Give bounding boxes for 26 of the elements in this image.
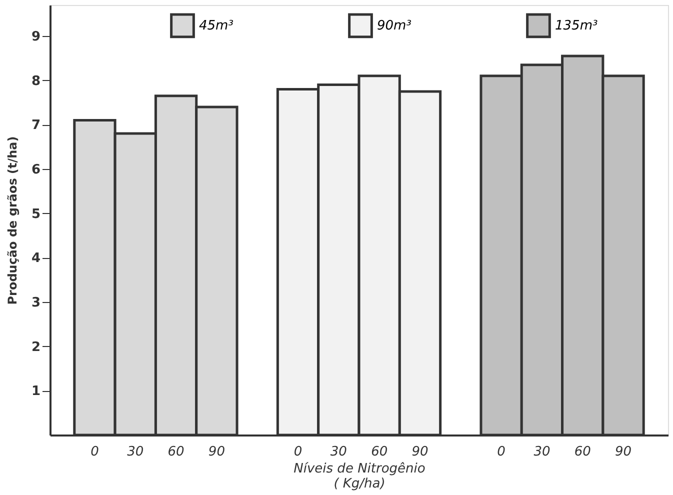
x-tick-label: 0 [90, 444, 99, 460]
y-tick-label: 8 [31, 74, 40, 89]
x-tick-label: 90 [615, 444, 632, 460]
legend-label: 45m³ [199, 18, 234, 34]
x-tick-label: 90 [208, 444, 225, 460]
x-tick-label: 60 [371, 444, 388, 460]
y-tick-label: 5 [31, 206, 40, 222]
x-tick-label: 60 [574, 444, 591, 460]
y-tick-label: 2 [31, 340, 40, 355]
x-tick-label: 90 [412, 444, 428, 460]
x-tick-label: 30 [534, 444, 550, 460]
y-tick-label: 9 [31, 30, 40, 45]
y-axis-title: Produção de grãos (t/ha) [5, 136, 20, 305]
x-tick-label: 30 [330, 444, 347, 460]
y-tick-label: 7 [31, 118, 40, 134]
legend-label: 135m³ [555, 18, 598, 34]
x-tick-label: 60 [168, 444, 184, 460]
x-tick-label: 0 [294, 444, 302, 460]
y-tick-label: 6 [31, 162, 40, 178]
x-tick-label: 0 [497, 444, 506, 460]
y-tick-label: 4 [31, 251, 40, 266]
legend-label: 90m³ [377, 18, 412, 34]
x-axis-title: Níveis de Nitrogênio ( Kg/ha) [294, 462, 426, 492]
y-tick-label: 1 [31, 384, 40, 400]
y-tick-label: 3 [31, 296, 40, 311]
x-tick-label: 30 [127, 444, 144, 460]
